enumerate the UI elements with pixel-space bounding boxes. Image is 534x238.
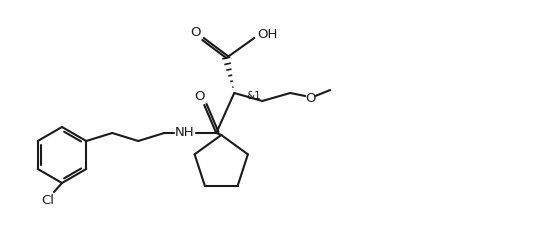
Text: NH: NH <box>175 127 194 139</box>
Text: O: O <box>190 26 200 40</box>
Text: O: O <box>194 89 205 103</box>
Text: &1: &1 <box>246 91 261 101</box>
Text: O: O <box>305 91 316 104</box>
Text: Cl: Cl <box>42 193 54 207</box>
Text: OH: OH <box>257 28 278 40</box>
